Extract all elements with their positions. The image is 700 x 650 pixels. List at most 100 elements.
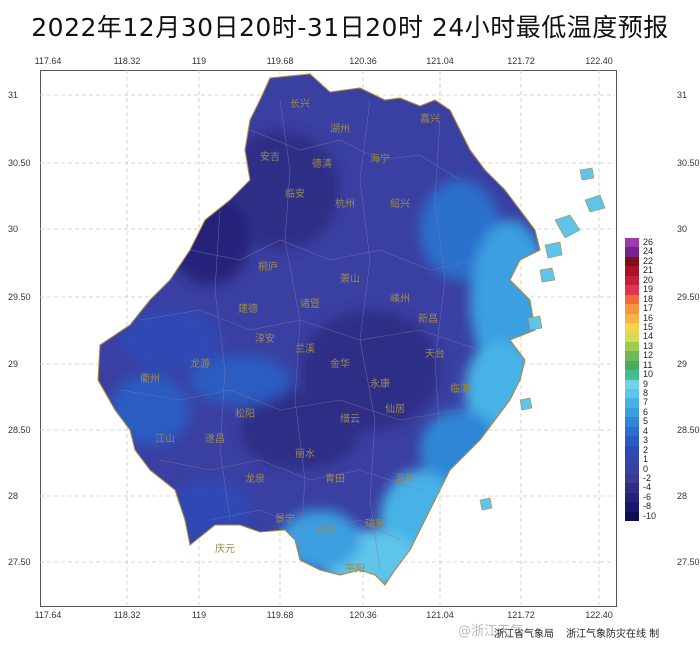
- legend-item: 9: [625, 378, 675, 389]
- footer-org: 浙江气象防灾在线 制: [566, 629, 660, 640]
- legend-item: -2: [625, 472, 675, 484]
- city-label: 衢州: [140, 374, 160, 385]
- lon-tick-top: 122.40: [585, 56, 613, 66]
- legend-label: -8: [643, 501, 652, 512]
- city-label: 嵊州: [390, 294, 410, 305]
- lon-tick-top: 121.72: [507, 56, 535, 66]
- legend-item: 7: [625, 397, 675, 408]
- city-label: 松阳: [235, 409, 255, 420]
- legend-label: 17: [643, 303, 654, 314]
- weibo-watermark: @浙江天气: [458, 624, 524, 639]
- city-label: 长兴: [290, 99, 310, 110]
- legend-item: 15: [625, 322, 675, 333]
- legend-swatch: [625, 266, 639, 276]
- lon-tick-top: 121.04: [426, 56, 454, 66]
- city-label: 庆元: [215, 544, 235, 555]
- legend-swatch: [625, 436, 639, 446]
- legend-item: 11: [625, 359, 675, 371]
- city-label: 桐庐: [258, 262, 278, 273]
- legend-label: 8: [643, 388, 649, 398]
- legend-label: 0: [643, 463, 649, 474]
- lon-tick-bottom: 119: [191, 610, 207, 620]
- legend-swatch: [625, 285, 639, 295]
- legend-swatch: [625, 256, 639, 267]
- legend-swatch: [625, 332, 639, 342]
- legend-item: -8: [625, 501, 675, 512]
- legend-swatch: [625, 407, 639, 418]
- city-label: 兰溪: [295, 344, 315, 355]
- legend-swatch: [625, 464, 639, 474]
- lat-tick-right: 28.50: [677, 425, 700, 435]
- legend-label: 22: [643, 255, 654, 266]
- city-label: 湖州: [330, 124, 350, 135]
- lat-tick-left: 30: [8, 224, 19, 234]
- lat-tick-left: 31: [8, 90, 19, 100]
- lon-tick-bottom: 120.36: [349, 610, 377, 620]
- legend-swatch: [625, 502, 639, 512]
- lat-tick-left: 29: [8, 359, 19, 369]
- lat-tick-left: 30.50: [8, 158, 31, 168]
- legend-item: 5: [625, 416, 675, 427]
- legend-label: 9: [643, 378, 649, 389]
- legend-swatch: [625, 473, 639, 484]
- legend-label: 16: [643, 312, 654, 323]
- temperature-legend: 26 24 22 21 20 19 18 17 16 15 14 13 12 11 10 9 8 7 6 5 4 3 2 1 0…: [625, 237, 675, 522]
- city-label: 青田: [325, 474, 345, 485]
- lat-tick-right: 31: [677, 90, 688, 100]
- city-label: 文成: [315, 524, 335, 535]
- legend-swatch: [625, 379, 639, 389]
- legend-label: -2: [643, 472, 652, 483]
- city-label: 丽水: [295, 449, 315, 460]
- legend-label: 7: [643, 397, 649, 408]
- legend-label: 1: [643, 454, 649, 465]
- legend-item: 24: [625, 246, 675, 257]
- city-label: 仙居: [385, 404, 405, 415]
- legend-item: 10: [625, 369, 675, 380]
- lon-tick-bottom: 117.64: [34, 610, 62, 620]
- lon-tick-bottom: 119.68: [266, 610, 294, 620]
- city-label: 江山: [155, 434, 175, 445]
- islands: [479, 167, 606, 511]
- county-borders: [119, 99, 481, 571]
- city-label: 永康: [370, 379, 390, 390]
- lon-tick-top: 118.32: [113, 56, 141, 66]
- legend-item: 1: [625, 454, 675, 465]
- legend-label: 2: [643, 444, 649, 455]
- legend-label: 11: [643, 359, 653, 370]
- legend-item: 21: [625, 265, 675, 276]
- legend-item: 2: [625, 444, 675, 456]
- legend-label: 4: [643, 425, 649, 436]
- legend-label: 26: [643, 237, 654, 247]
- legend-swatch: [625, 389, 639, 399]
- legend-swatch: [625, 275, 639, 286]
- legend-swatch: [625, 492, 639, 503]
- lon-tick-top: 119: [191, 56, 207, 66]
- legend-label: -10: [643, 510, 657, 521]
- city-label: 龙泉: [245, 474, 265, 485]
- legend-swatch: [625, 294, 639, 305]
- legend-swatch: [625, 341, 639, 352]
- lon-tick-top: 119.68: [266, 56, 294, 66]
- legend-label: 21: [643, 265, 654, 276]
- legend-label: 24: [643, 246, 654, 257]
- legend-swatch: [625, 351, 639, 361]
- legend-label: 3: [643, 435, 649, 446]
- legend-label: 10: [643, 369, 654, 380]
- legend-label: 5: [643, 416, 649, 427]
- city-label: 绍兴: [390, 199, 410, 210]
- city-label: 景宁: [275, 514, 295, 525]
- legend-label: 20: [643, 274, 654, 285]
- temperature-map: [40, 70, 615, 605]
- legend-label: 14: [643, 331, 654, 342]
- city-label: 天台: [425, 349, 445, 360]
- lon-tick-bottom: 121.72: [507, 610, 535, 620]
- lat-tick-right: 28: [677, 491, 688, 501]
- legend-swatch: [625, 370, 639, 380]
- city-label: 温州: [395, 474, 415, 485]
- legend-label: 6: [643, 406, 649, 417]
- city-label: 海宁: [370, 154, 390, 165]
- legend-swatch: [625, 445, 639, 456]
- legend-swatch: [625, 483, 639, 493]
- legend-item: 13: [625, 341, 675, 352]
- legend-label: -6: [643, 491, 652, 502]
